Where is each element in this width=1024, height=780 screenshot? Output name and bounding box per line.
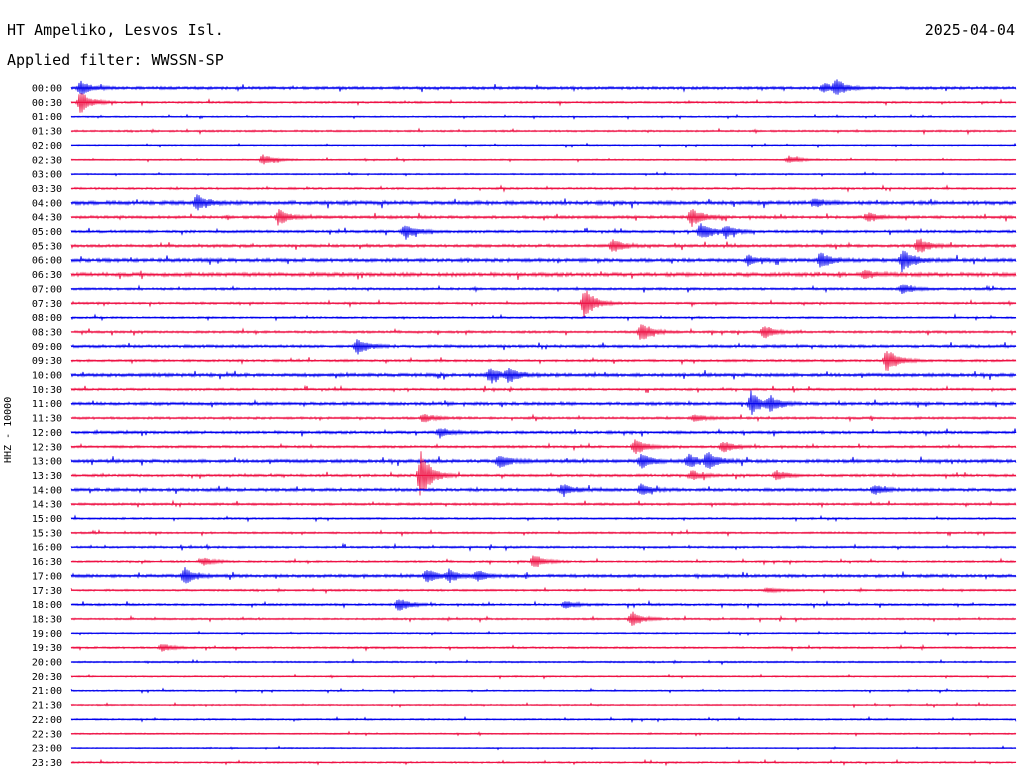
time-label: 04:00 xyxy=(32,198,62,209)
time-label: 15:00 xyxy=(32,514,62,525)
time-label: 20:30 xyxy=(32,672,62,683)
time-label: 02:00 xyxy=(32,141,62,152)
time-label: 04:30 xyxy=(32,213,62,224)
trace-line xyxy=(70,250,1017,273)
time-label: 13:30 xyxy=(32,471,62,482)
time-label: 10:00 xyxy=(32,371,62,382)
time-label: 05:00 xyxy=(32,227,62,238)
trace-line xyxy=(70,428,1017,439)
time-label: 09:30 xyxy=(32,356,62,367)
time-label: 18:00 xyxy=(32,600,62,611)
time-label: 22:00 xyxy=(32,715,62,726)
time-label: 21:00 xyxy=(32,686,62,697)
time-label: 07:00 xyxy=(32,284,62,295)
time-label: 15:30 xyxy=(32,528,62,539)
time-label: 08:00 xyxy=(32,313,62,324)
record-date: 2025-04-04 xyxy=(924,21,1015,39)
time-label: 07:30 xyxy=(32,299,62,310)
time-label: 16:30 xyxy=(32,557,62,568)
time-label: 03:30 xyxy=(32,184,62,195)
time-label: 11:00 xyxy=(32,399,62,410)
time-label: 14:00 xyxy=(32,485,62,496)
time-label: 20:00 xyxy=(32,658,62,669)
time-label: 13:00 xyxy=(32,457,62,468)
filter-label: Applied filter: WWSSN-SP xyxy=(7,51,224,69)
time-label: 00:30 xyxy=(32,98,62,109)
time-label: 01:30 xyxy=(32,127,62,138)
trace-line xyxy=(70,209,1017,227)
time-label: 09:00 xyxy=(32,342,62,353)
time-label: 17:00 xyxy=(32,571,62,582)
seismic-traces xyxy=(70,79,1017,767)
time-label: 05:30 xyxy=(32,241,62,252)
time-label: 18:30 xyxy=(32,614,62,625)
trace-line xyxy=(70,79,1017,95)
time-label: 11:30 xyxy=(32,414,62,425)
time-label: 23:00 xyxy=(32,744,62,755)
time-label: 23:30 xyxy=(32,758,62,769)
trace-line xyxy=(70,93,1017,113)
time-label: 19:30 xyxy=(32,643,62,654)
time-label: 06:30 xyxy=(32,270,62,281)
trace-line xyxy=(70,390,1017,415)
time-label: 03:00 xyxy=(32,170,62,181)
time-label: 19:00 xyxy=(32,629,62,640)
time-label: 10:30 xyxy=(32,385,62,396)
time-label: 08:30 xyxy=(32,327,62,338)
time-label: 00:00 xyxy=(32,84,62,95)
time-label: 22:30 xyxy=(32,729,62,740)
time-label: 17:30 xyxy=(32,586,62,597)
time-labels: 00:00 00:30 01:00 01:30 02:00 02:30 03:00 03:30… xyxy=(32,84,62,769)
time-label: 06:00 xyxy=(32,256,62,267)
station-title: HT Ampeliko, Lesvos Isl. xyxy=(7,21,224,39)
trace-line xyxy=(70,290,1017,318)
time-label: 01:00 xyxy=(32,112,62,123)
time-label: 02:30 xyxy=(32,155,62,166)
time-label: 21:30 xyxy=(32,701,62,712)
time-label: 12:30 xyxy=(32,442,62,453)
time-label: 16:00 xyxy=(32,543,62,554)
time-label: 12:00 xyxy=(32,428,62,439)
time-label: 14:30 xyxy=(32,500,62,511)
trace-line xyxy=(70,452,1017,469)
trace-line xyxy=(70,367,1017,384)
